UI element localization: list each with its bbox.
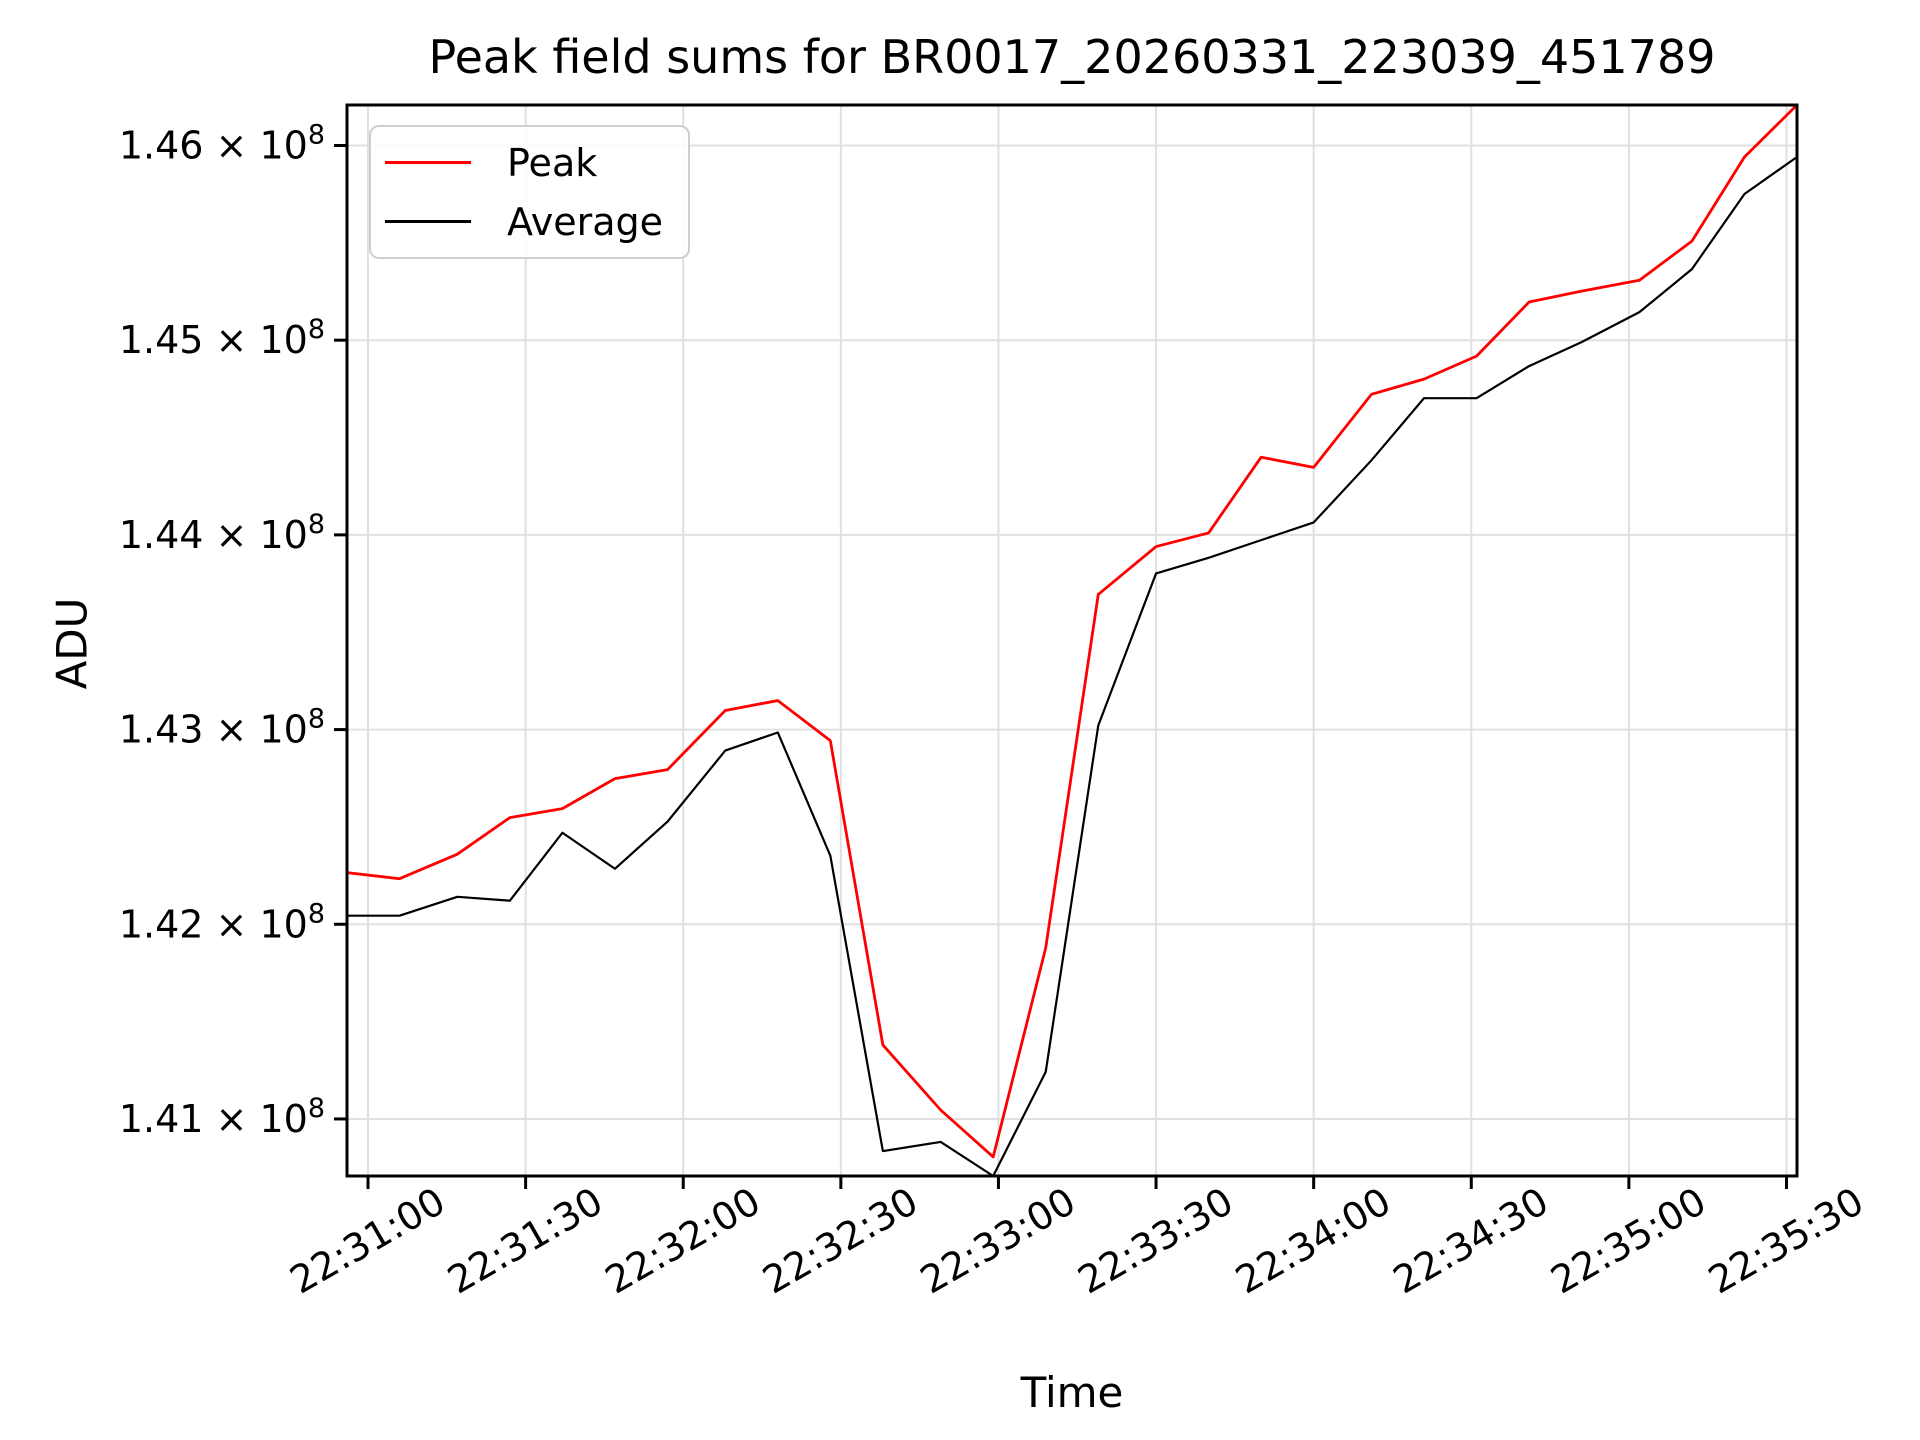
series-line-peak <box>345 103 1799 1159</box>
y-tick-label: 1.46 × 108 <box>119 119 325 167</box>
y-tick-label: 1.42 × 108 <box>119 898 325 946</box>
y-tick-label: 1.41 × 108 <box>119 1093 325 1141</box>
x-tick-label: 22:31:30 <box>440 1179 610 1302</box>
legend-item-average: Average <box>385 203 674 241</box>
x-tick-label: 22:34:00 <box>1228 1179 1398 1302</box>
y-tick-label: 1.45 × 108 <box>119 314 325 362</box>
x-tick-label: 22:32:00 <box>598 1179 768 1302</box>
x-tick-label: 22:33:00 <box>913 1179 1083 1302</box>
x-tick-label: 22:35:00 <box>1543 1179 1713 1302</box>
legend: Peak Average <box>369 125 690 259</box>
legend-item-peak: Peak <box>385 144 674 182</box>
series-line-average <box>345 155 1799 1178</box>
y-tick-label: 1.44 × 108 <box>119 509 325 557</box>
x-tick-label: 22:32:30 <box>755 1179 925 1302</box>
x-axis-label: Time <box>1020 1368 1124 1417</box>
x-tick-label: 22:35:30 <box>1701 1179 1871 1302</box>
peak-line-sample <box>385 161 471 164</box>
legend-label-peak: Peak <box>507 140 598 185</box>
average-line-sample <box>385 220 471 223</box>
chart-title: Peak field sums for BR0017_20260331_2230… <box>428 30 1716 84</box>
axes-spines <box>345 103 1799 1178</box>
x-tick-label: 22:33:30 <box>1071 1179 1241 1302</box>
x-tick-label: 22:34:30 <box>1386 1179 1556 1302</box>
legend-label-average: Average <box>507 199 664 244</box>
x-tick-label: 22:31:00 <box>283 1179 453 1302</box>
y-tick-label: 1.43 × 108 <box>119 704 325 752</box>
